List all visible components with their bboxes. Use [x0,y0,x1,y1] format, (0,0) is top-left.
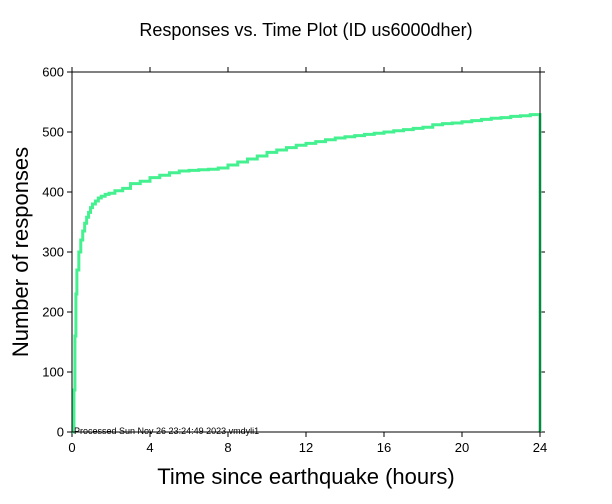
series-line [71,113,542,434]
x-tick-label: 16 [377,440,391,455]
y-axis-label: Number of responses [8,147,33,357]
x-axis-ticks: 0 4 8 12 16 20 24 [68,67,547,455]
x-tick-label: 8 [224,440,231,455]
x-tick-label: 12 [299,440,313,455]
x-axis-label: Time since earthquake (hours) [157,464,455,489]
processed-note: Processed Sun Nov 26 23:24:49 2023 vmdyl… [74,426,259,436]
x-tick-label: 4 [146,440,153,455]
y-tick-label: 0 [57,425,64,440]
chart-title: Responses vs. Time Plot (ID us6000dher) [139,20,472,40]
y-tick-label: 300 [42,245,64,260]
x-tick-label: 0 [68,440,75,455]
y-axis-ticks: 0 100 200 300 400 500 600 [42,65,545,440]
y-tick-label: 100 [42,365,64,380]
y-tick-label: 400 [42,185,64,200]
x-tick-label: 20 [455,440,469,455]
y-tick-label: 600 [42,65,64,80]
y-tick-label: 500 [42,125,64,140]
plot-frame [71,71,541,433]
x-tick-label: 24 [533,440,547,455]
y-tick-label: 200 [42,305,64,320]
